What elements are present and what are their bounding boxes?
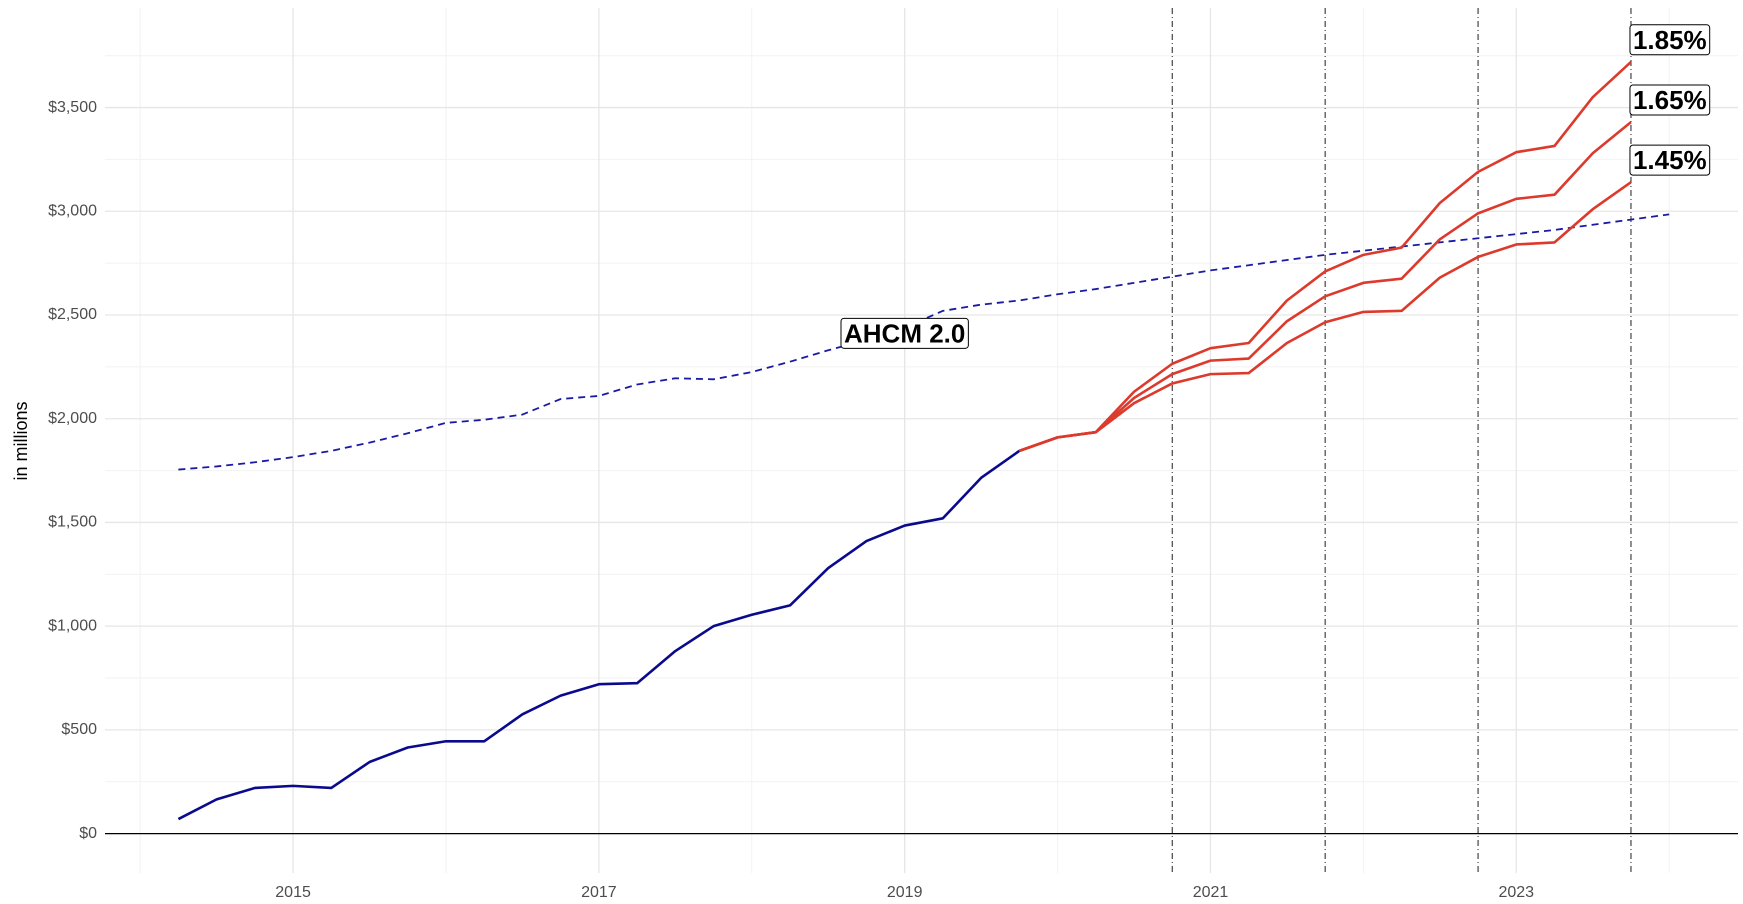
x-tick-label: 2019 <box>887 884 923 901</box>
series-line <box>1018 60 1632 453</box>
x-tick-label: 2021 <box>1193 884 1229 901</box>
x-tick-label: 2015 <box>275 884 311 901</box>
y-axis-label: in millions <box>11 401 31 480</box>
label-box <box>1629 84 1711 116</box>
y-tick-label: $3,500 <box>48 99 97 116</box>
y-tick-label: $500 <box>61 721 97 738</box>
series-line <box>177 449 1021 821</box>
series-line <box>1018 181 1632 453</box>
y-tick-label: $2,000 <box>48 410 97 427</box>
x-tick-label: 2017 <box>581 884 617 901</box>
label-box <box>1629 24 1711 56</box>
series-line <box>1018 121 1632 453</box>
x-tick-label: 2023 <box>1498 884 1534 901</box>
series-label: 1.65% <box>1633 85 1707 115</box>
y-tick-label: $1,500 <box>48 514 97 531</box>
y-tick-label: $2,500 <box>48 306 97 323</box>
label-box <box>1629 144 1711 176</box>
series-label: 1.45% <box>1633 145 1707 175</box>
series-label: 1.85% <box>1633 25 1707 55</box>
label-box <box>840 317 969 349</box>
y-tick-label: $3,000 <box>48 203 97 220</box>
series-label: AHCM 2.0 <box>844 318 965 348</box>
series-line <box>178 213 1670 471</box>
grid <box>105 8 1738 873</box>
y-tick-label: $1,000 <box>48 617 97 634</box>
y-tick-label: $0 <box>79 825 97 842</box>
